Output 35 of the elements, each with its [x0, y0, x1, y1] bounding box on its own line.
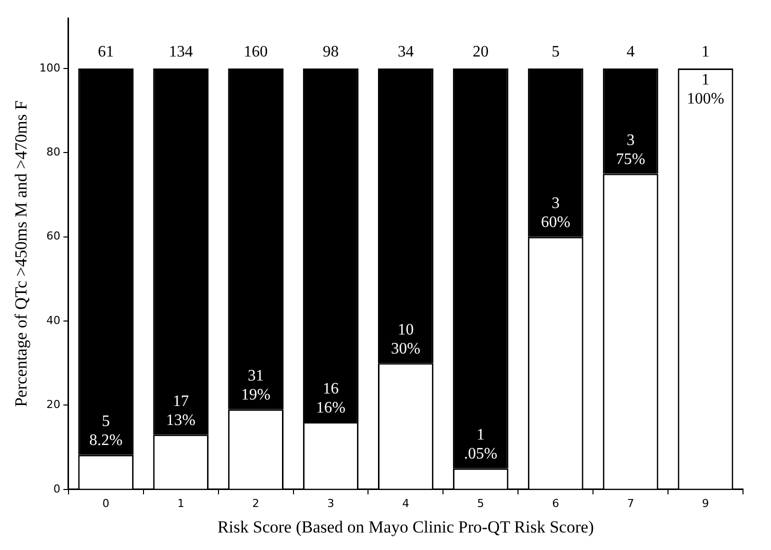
y-tick-label: 0	[53, 482, 60, 496]
x-tick-label: 7	[627, 496, 634, 510]
y-tick-label: 40	[46, 314, 60, 327]
annotation: 61	[98, 44, 114, 61]
annotation: 16 16%	[316, 380, 346, 416]
annotation: 34	[398, 44, 414, 61]
annotation: 1	[702, 44, 710, 61]
annotation: 5 8.2%	[89, 413, 123, 450]
annotation: 134	[168, 44, 193, 61]
x-tick-label: 3	[327, 496, 334, 510]
annotation: 1 100%	[686, 72, 724, 108]
x-axis-title: Risk Score (Based on Mayo Clinic Pro-QT Risk Score)	[217, 517, 594, 536]
x-tick-label: 0	[102, 496, 110, 510]
y-tick-label: 20	[46, 398, 60, 412]
annotation: 17 13%	[166, 392, 196, 429]
x-tick-label: 4	[402, 496, 410, 510]
annotation: 1 .05%	[464, 426, 498, 463]
annotation: 3 75%	[616, 132, 646, 168]
y-tick-label: 60	[46, 230, 60, 243]
y-tick-label: 100	[39, 61, 60, 74]
x-tick-label: 6	[552, 496, 560, 510]
x-tick-label: 2	[252, 496, 260, 510]
annotation: 3 60%	[540, 195, 570, 232]
x-tick-label: 9	[702, 496, 710, 510]
annotation: 5	[552, 44, 560, 61]
y-axis-title: Percentage of QTc >450ms M and >470ms F	[12, 100, 31, 407]
x-tick-label: 1	[177, 496, 184, 510]
annotation: 10 30%	[391, 321, 420, 358]
y-tick-label: 80	[46, 146, 60, 159]
annotation: 31 19%	[241, 368, 270, 404]
annotation: 20	[472, 44, 489, 61]
annotation: 98	[322, 44, 339, 61]
annotation: 4	[626, 44, 635, 61]
x-tick-label: 5	[477, 496, 484, 510]
annotation: 160	[244, 44, 268, 61]
